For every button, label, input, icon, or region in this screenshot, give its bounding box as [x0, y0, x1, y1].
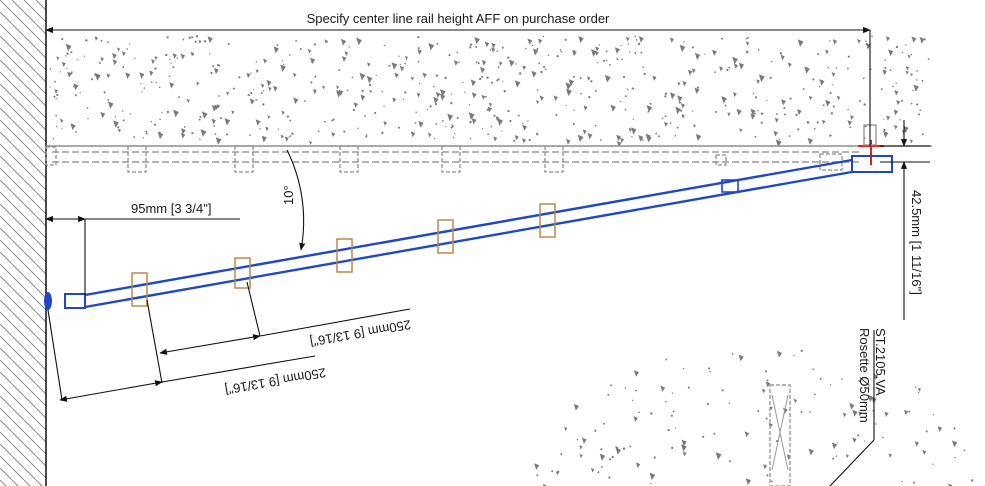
spacing-upper-label: 250mm [9 13/16"]: [309, 317, 412, 350]
dimension-250-upper: [146, 281, 411, 384]
concrete-floor: [534, 349, 974, 486]
rail-end-cap: [44, 292, 52, 310]
dimension-top: [45, 26, 871, 146]
rosette-post: [769, 384, 791, 486]
rosette-label: Rosette Ø50mm: [857, 328, 872, 423]
dimension-250-lower: [47, 309, 316, 402]
ghost-rail: [45, 145, 860, 173]
rail-clips: [131, 203, 556, 307]
offset-95-label: 95mm [3 3/4"]: [131, 201, 211, 216]
part-leader: [829, 330, 875, 486]
part-number-label: ST.2105.VA: [873, 328, 888, 396]
dimension-95mm: [45, 215, 240, 295]
angled-rail: [44, 158, 853, 310]
dimension-42mm: [880, 120, 930, 320]
wall-hatch: [0, 0, 46, 486]
center-marker: [858, 140, 884, 165]
angle-label: 10°: [281, 185, 296, 205]
top-note-label: Specify center line rail height AFF on p…: [307, 11, 610, 26]
angle-arc: [286, 149, 306, 251]
concrete-ceiling: [49, 35, 930, 148]
drop-height-label: 42.5mm [1 11/16"]: [909, 190, 924, 295]
spacing-lower-label: 250mm [9 13/16"]: [224, 365, 327, 398]
